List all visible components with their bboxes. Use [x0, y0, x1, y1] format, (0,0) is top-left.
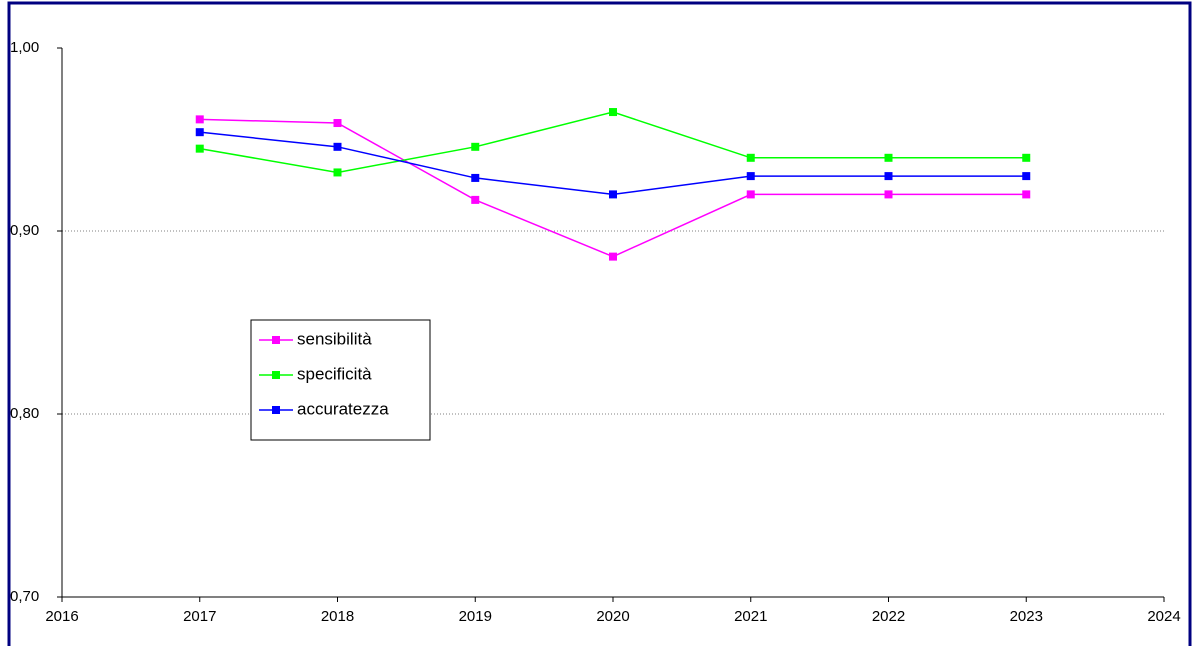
x-tick-label: 2020 [596, 608, 629, 625]
point-marker [471, 173, 480, 182]
point-marker [1022, 190, 1031, 199]
y-tick-label: 1,00 [10, 39, 39, 56]
legend-label: accuratezza [297, 399, 389, 418]
y-tick-label: 0,80 [10, 405, 39, 422]
point-marker [471, 142, 480, 151]
x-tick-label: 2016 [45, 608, 78, 625]
point-marker [195, 128, 204, 137]
x-tick-label: 2023 [1010, 608, 1043, 625]
legend-label: specificità [297, 364, 372, 383]
legend-marker [272, 336, 280, 344]
y-tick-label: 0,70 [10, 588, 39, 605]
point-marker [333, 119, 342, 128]
point-marker [1022, 172, 1031, 181]
point-marker [195, 115, 204, 124]
x-tick-label: 2017 [183, 608, 216, 625]
point-marker [471, 195, 480, 204]
point-marker [884, 172, 893, 181]
point-marker [609, 190, 617, 199]
x-tick-label: 2019 [459, 608, 492, 625]
legend-label: sensibilità [297, 329, 372, 348]
x-tick-label: 2024 [1147, 608, 1180, 625]
x-tick-label: 2021 [734, 608, 767, 625]
legend-marker [272, 371, 280, 379]
y-tick-label: 0,90 [10, 222, 39, 239]
x-tick-label: 2018 [321, 608, 354, 625]
chart-frame [7, 1, 1192, 646]
point-marker [746, 153, 755, 162]
x-tick-label: 2022 [872, 608, 905, 625]
point-marker [884, 153, 893, 162]
point-marker [333, 168, 342, 177]
point-marker [609, 252, 617, 261]
point-marker [609, 108, 617, 117]
point-marker [1022, 153, 1031, 162]
point-marker [333, 142, 342, 151]
legend-marker [272, 406, 280, 414]
point-marker [195, 144, 204, 153]
point-marker [746, 172, 755, 181]
point-marker [746, 190, 755, 199]
point-marker [884, 190, 893, 199]
